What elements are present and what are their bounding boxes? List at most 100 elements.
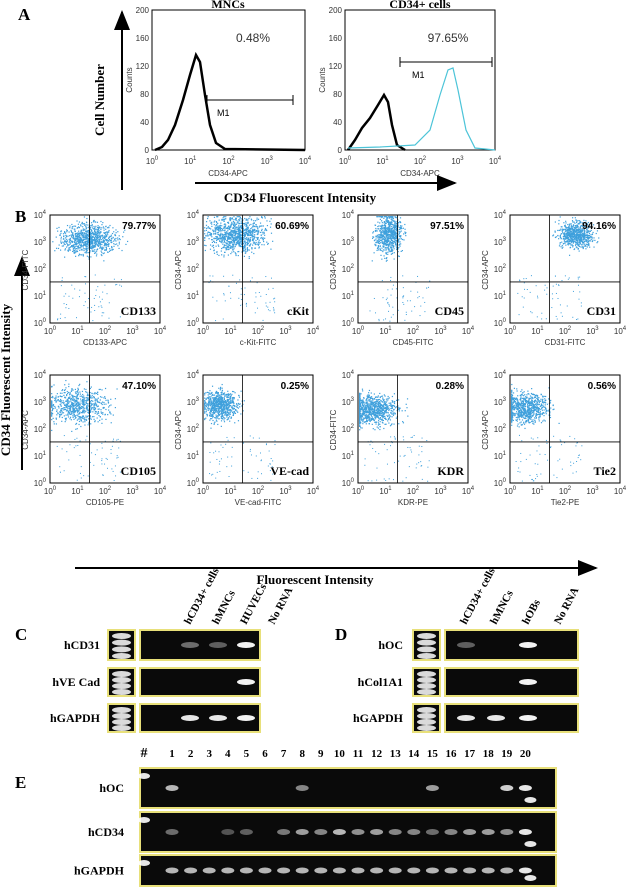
dot — [82, 249, 83, 250]
dot — [247, 241, 248, 242]
dot — [392, 238, 393, 239]
dot — [74, 242, 75, 243]
dot — [262, 233, 263, 234]
dot — [86, 241, 87, 242]
dot — [573, 241, 574, 242]
dot — [376, 240, 377, 241]
dot — [381, 248, 382, 249]
dot — [224, 252, 225, 253]
dot — [578, 285, 579, 286]
dot — [224, 421, 225, 422]
dot — [270, 302, 271, 303]
dot — [233, 219, 234, 220]
dot — [56, 248, 57, 249]
dot — [77, 232, 78, 233]
dot — [389, 321, 390, 322]
dot — [218, 409, 219, 410]
dot — [576, 220, 577, 221]
dot — [579, 242, 580, 243]
dot — [81, 419, 82, 420]
dot — [394, 258, 395, 259]
dot — [251, 233, 252, 234]
dot — [234, 397, 235, 398]
dot — [62, 402, 63, 403]
dot — [104, 396, 105, 397]
dot — [218, 232, 219, 233]
dot — [63, 412, 64, 413]
dot — [392, 230, 393, 231]
dot — [572, 237, 573, 238]
dot — [79, 235, 80, 236]
dot — [401, 225, 402, 226]
dot — [228, 245, 229, 246]
dot — [68, 406, 69, 407]
dot — [64, 415, 65, 416]
dot — [566, 241, 567, 242]
dot — [102, 404, 103, 405]
dot — [98, 413, 99, 414]
dot — [399, 244, 400, 245]
dot — [575, 226, 576, 227]
dot — [101, 307, 102, 308]
dot — [569, 235, 570, 236]
dot — [78, 398, 79, 399]
dot — [537, 297, 538, 298]
dot — [592, 232, 593, 233]
dot — [562, 245, 563, 246]
dot — [582, 233, 583, 234]
dot — [204, 245, 205, 246]
dot — [581, 302, 582, 303]
dot — [223, 393, 224, 394]
dot — [209, 396, 210, 397]
dot — [246, 234, 247, 235]
dot — [79, 290, 80, 291]
dot — [568, 279, 569, 280]
dot — [224, 406, 225, 407]
dot — [81, 408, 82, 409]
dot — [108, 402, 109, 403]
dot — [82, 235, 83, 236]
dot — [230, 235, 231, 236]
tick-exp: 4 — [498, 156, 502, 162]
dot — [101, 419, 102, 420]
dot — [532, 312, 533, 313]
dot — [208, 226, 209, 227]
dot — [71, 391, 72, 392]
dot — [83, 248, 84, 249]
dot — [561, 280, 562, 281]
dot — [577, 241, 578, 242]
dot — [587, 232, 588, 233]
dot — [260, 232, 261, 233]
dot — [104, 250, 105, 251]
dot — [54, 398, 55, 399]
dot — [94, 233, 95, 234]
dot — [85, 397, 86, 398]
dot — [388, 228, 389, 229]
dot — [232, 228, 233, 229]
dot — [107, 414, 108, 415]
tick-label: 100 — [197, 326, 210, 336]
dot — [84, 223, 85, 224]
dot — [223, 242, 224, 243]
dot — [563, 222, 564, 223]
dot — [239, 232, 240, 233]
dot — [231, 230, 232, 231]
dot — [82, 391, 83, 392]
dot — [383, 245, 384, 246]
dot — [81, 478, 82, 479]
dot — [236, 229, 237, 230]
dot — [88, 238, 89, 239]
dot — [230, 397, 231, 398]
dot — [257, 230, 258, 231]
dot — [64, 407, 65, 408]
dot — [77, 394, 78, 395]
dot — [56, 401, 57, 402]
dot — [68, 416, 69, 417]
dot — [379, 222, 380, 223]
dot — [86, 436, 87, 437]
dot — [58, 248, 59, 249]
dot — [580, 239, 581, 240]
dot — [221, 426, 222, 427]
dot — [251, 235, 252, 236]
dot — [88, 242, 89, 243]
